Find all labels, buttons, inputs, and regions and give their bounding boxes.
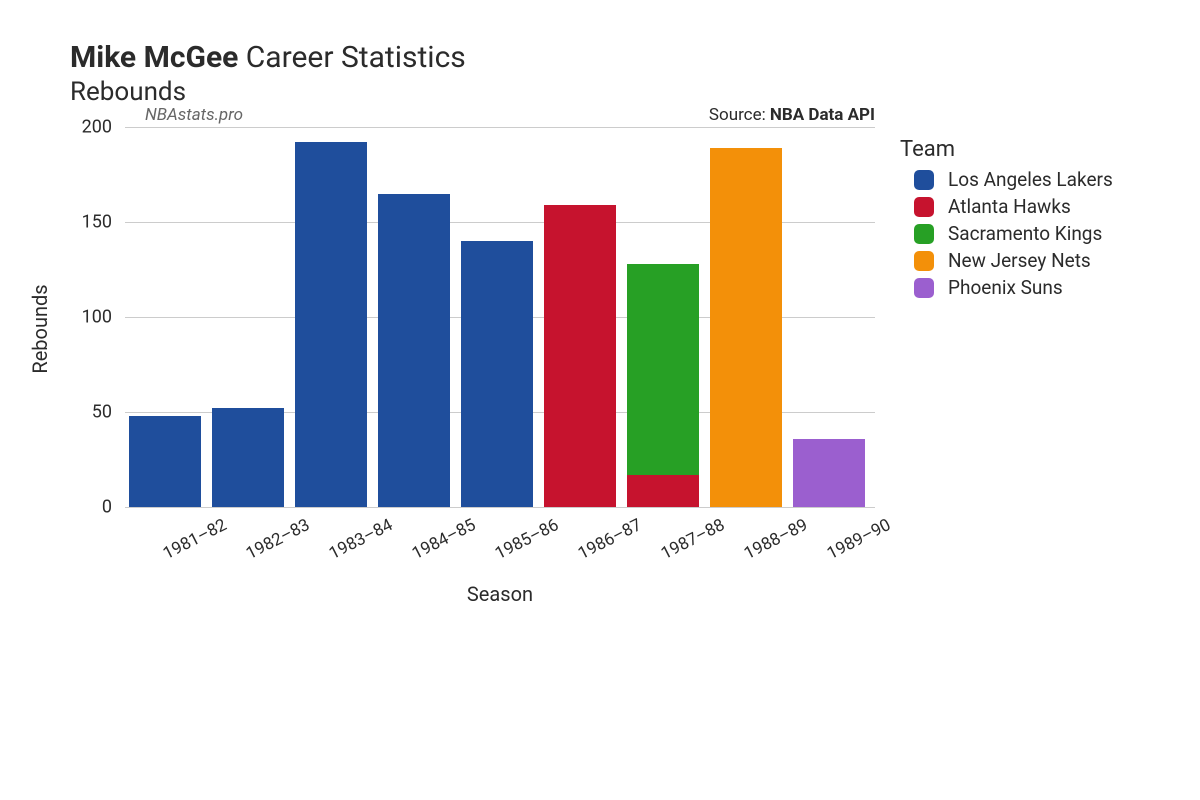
bar-segment: [544, 205, 616, 507]
y-tick-label: 150: [82, 212, 112, 233]
y-axis-label: Rebounds: [28, 284, 52, 373]
x-tick-label: 1986–87: [556, 515, 645, 574]
legend-item: New Jersey Nets: [900, 249, 1160, 272]
source-label: Source:: [709, 105, 770, 125]
legend-swatch: [914, 251, 934, 271]
legend: Team Los Angeles Lakers Atlanta Hawks Sacr…: [900, 137, 1160, 303]
x-tick-label: 1984–85: [390, 515, 479, 574]
legend-item: Phoenix Suns: [900, 276, 1160, 299]
legend-label: Los Angeles Lakers: [948, 168, 1113, 191]
bar-segment: [461, 241, 533, 507]
x-tick-label: 1988–89: [722, 515, 811, 574]
y-tick-label: 50: [92, 402, 112, 423]
title-block: Mike McGee Career Statistics Rebounds: [70, 40, 1150, 107]
legend-label: Atlanta Hawks: [948, 195, 1071, 218]
x-tick-label: 1989–90: [805, 515, 894, 574]
bar-segment: [627, 264, 699, 475]
title-suffix: Career Statistics: [238, 40, 465, 75]
legend-label: New Jersey Nets: [948, 249, 1091, 272]
legend-item: Atlanta Hawks: [900, 195, 1160, 218]
legend-label: Sacramento Kings: [948, 222, 1102, 245]
y-tick-label: 100: [82, 307, 112, 328]
title-player-name: Mike McGee: [70, 40, 238, 75]
legend-item: Sacramento Kings: [900, 222, 1160, 245]
x-tick-label: 1985–86: [473, 515, 562, 574]
bar-segment: [793, 439, 865, 507]
annotation-row: NBAstats.pro Source: NBA Data API: [125, 105, 875, 125]
watermark-text: NBAstats.pro: [145, 105, 243, 125]
bar-segment: [378, 194, 450, 508]
bar-segment: [129, 416, 201, 507]
legend-swatch: [914, 170, 934, 190]
gridline: [125, 507, 875, 508]
bar-segment: [212, 408, 284, 507]
bar-segment: [710, 148, 782, 507]
y-tick-label: 0: [102, 497, 112, 518]
x-tick-label: 1987–88: [639, 515, 728, 574]
legend-title: Team: [900, 137, 1160, 162]
legend-swatch: [914, 278, 934, 298]
y-tick-label: 200: [82, 117, 112, 138]
x-tick-label: 1983–84: [307, 515, 396, 574]
legend-item: Los Angeles Lakers: [900, 168, 1160, 191]
bars-group: [125, 127, 875, 507]
chart-container: Mike McGee Career Statistics Rebounds Re…: [70, 40, 1150, 127]
legend-label: Phoenix Suns: [948, 276, 1063, 299]
source-attribution: Source: NBA Data API: [709, 105, 875, 125]
chart-title: Mike McGee Career Statistics: [70, 40, 1150, 75]
y-axis: 050100150200: [70, 127, 120, 507]
x-axis-label: Season: [125, 582, 875, 606]
plot: NBAstats.pro Source: NBA Data API 1981–8…: [125, 127, 875, 507]
x-tick-label: 1981–82: [141, 515, 230, 574]
legend-swatch: [914, 197, 934, 217]
legend-items: Los Angeles Lakers Atlanta Hawks Sacrament…: [900, 168, 1160, 299]
chart-subtitle: Rebounds: [70, 77, 1150, 107]
bar-segment: [627, 475, 699, 507]
x-tick-label: 1982–83: [224, 515, 313, 574]
source-name: NBA Data API: [770, 105, 875, 125]
legend-swatch: [914, 224, 934, 244]
bar-segment: [295, 142, 367, 507]
